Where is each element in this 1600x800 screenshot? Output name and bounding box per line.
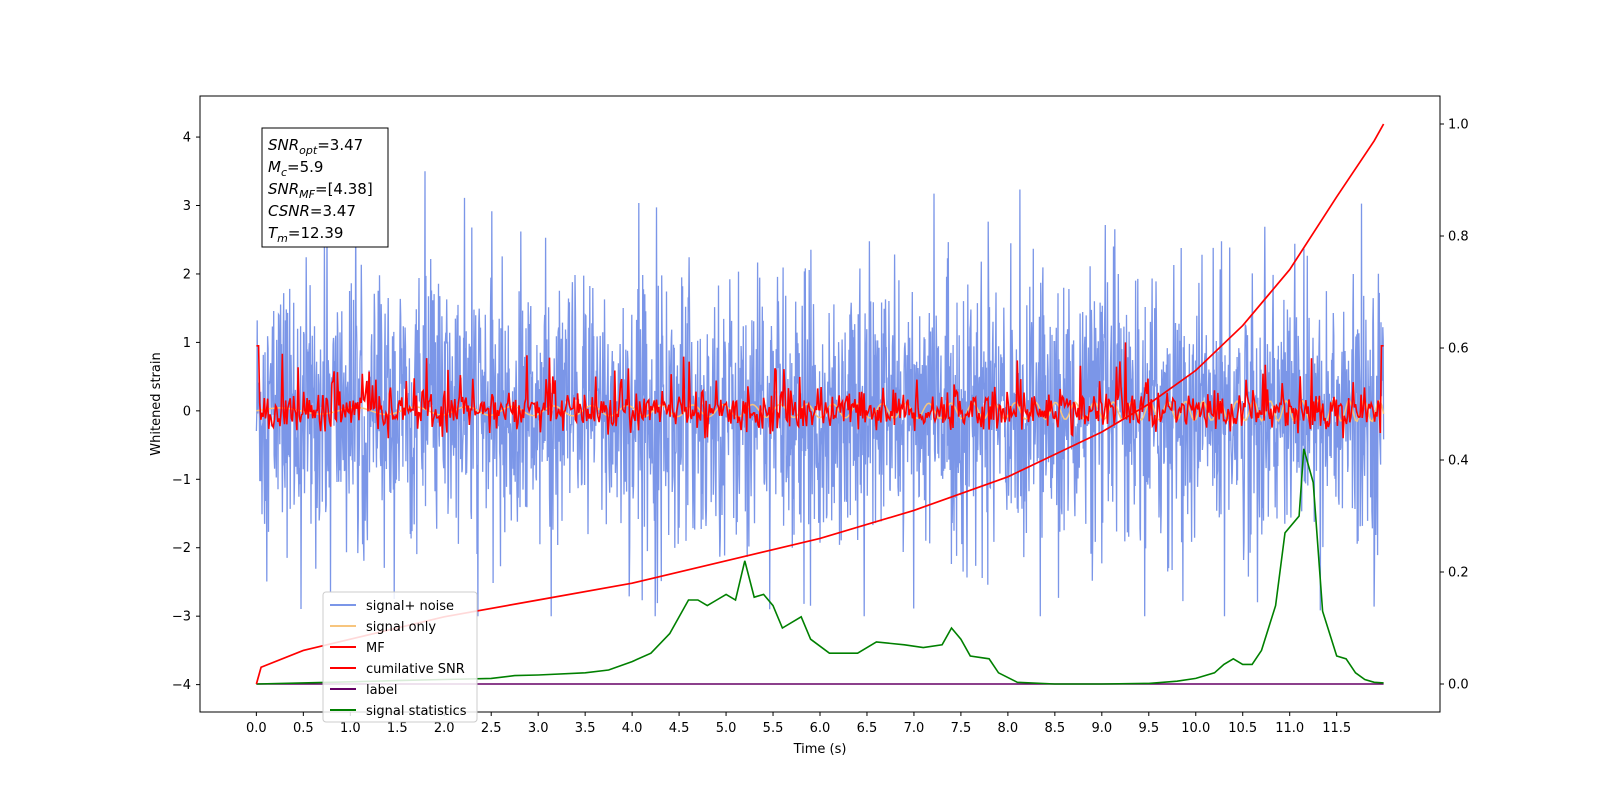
annotation-frame (261, 127, 389, 248)
x-axis: 0.0 0.5 1.0 1.5 2.0 2.5 3.0 3.5 4.0 4.5 5.0 5.5 6.0 6… (246, 712, 1351, 736)
x-tick-label: 2.0 (434, 721, 455, 736)
x-tick-label: 3.5 (575, 721, 596, 736)
annotation-line: SNRMF=[4.38] (268, 180, 373, 201)
x-tick-label: 4.5 (669, 721, 690, 736)
x-tick-label: 1.0 (340, 721, 361, 736)
x-axis-label: Time (s) (793, 742, 847, 757)
x-tick-label: 4.0 (622, 721, 643, 736)
x-tick-label: 0.0 (246, 721, 267, 736)
x-tick-label: 2.5 (481, 721, 502, 736)
y-tick-label: 4 (183, 131, 191, 146)
x-tick-label: 6.0 (810, 721, 831, 736)
x-tick-label: 8.5 (1045, 721, 1066, 736)
y-axis-right: 1.0 0.8 0.6 0.4 0.2 0.0 (1440, 118, 1469, 693)
y-tick-label: 0 (183, 404, 191, 419)
y-tick-label: 2 (183, 267, 191, 282)
legend-label: cumilative SNR (366, 662, 465, 677)
x-tick-label: 11.5 (1322, 721, 1351, 736)
x-tick-label: 11.0 (1275, 721, 1304, 736)
y2-tick-label: 0.8 (1448, 230, 1469, 245)
y2-tick-label: 1.0 (1448, 118, 1469, 133)
x-tick-label: 5.0 (716, 721, 737, 736)
series-signal-noise (255, 171, 1385, 617)
y-axis-left: 4 3 2 1 0 −1 −2 −3 −4 (172, 131, 200, 693)
legend-label: MF (366, 641, 385, 656)
annotation-line: SNRopt=3.47 (268, 136, 363, 157)
y2-tick-label: 0.0 (1448, 678, 1469, 693)
x-tick-label: 7.5 (951, 721, 972, 736)
x-tick-label: 1.5 (387, 721, 408, 736)
series-signal-only (256, 399, 1385, 423)
y-tick-label: 1 (183, 336, 191, 351)
y2-tick-label: 0.6 (1448, 342, 1469, 357)
series-mf (256, 342, 1384, 439)
x-tick-label: 8.0 (998, 721, 1019, 736)
y2-tick-label: 0.2 (1448, 566, 1469, 581)
x-tick-label: 5.5 (763, 721, 784, 736)
y-tick-label: 3 (183, 199, 191, 214)
x-tick-label: 10.5 (1228, 721, 1257, 736)
x-tick-label: 9.5 (1138, 721, 1159, 736)
x-tick-label: 0.5 (293, 721, 314, 736)
legend-label: signal only (366, 620, 436, 635)
y-tick-label: −4 (172, 678, 191, 693)
annotation-line: CSNR=3.47 (268, 202, 356, 220)
x-tick-label: 6.5 (857, 721, 878, 736)
x-tick-label: 3.0 (528, 721, 549, 736)
legend-frame (322, 591, 478, 723)
legend-label: signal+ noise (366, 599, 454, 614)
series-signal-statistics (256, 448, 1384, 685)
x-tick-label: 7.0 (904, 721, 925, 736)
x-tick-label: 10.0 (1181, 721, 1210, 736)
y-tick-label: −1 (172, 473, 191, 488)
legend: signal+ noise signal only MF cumilative SNR… (322, 591, 478, 723)
x-tick-label: 9.0 (1091, 721, 1112, 736)
annotation-line: Tm=12.39 (268, 224, 343, 245)
y2-tick-label: 0.4 (1448, 454, 1469, 469)
annotation-line: Mc=5.9 (268, 158, 323, 179)
y-tick-label: −2 (172, 541, 191, 556)
y-tick-label: −3 (172, 610, 191, 625)
legend-label: signal statistics (366, 704, 467, 719)
legend-label: label (366, 683, 397, 698)
y-axis-label: Whitened strain (149, 352, 164, 455)
